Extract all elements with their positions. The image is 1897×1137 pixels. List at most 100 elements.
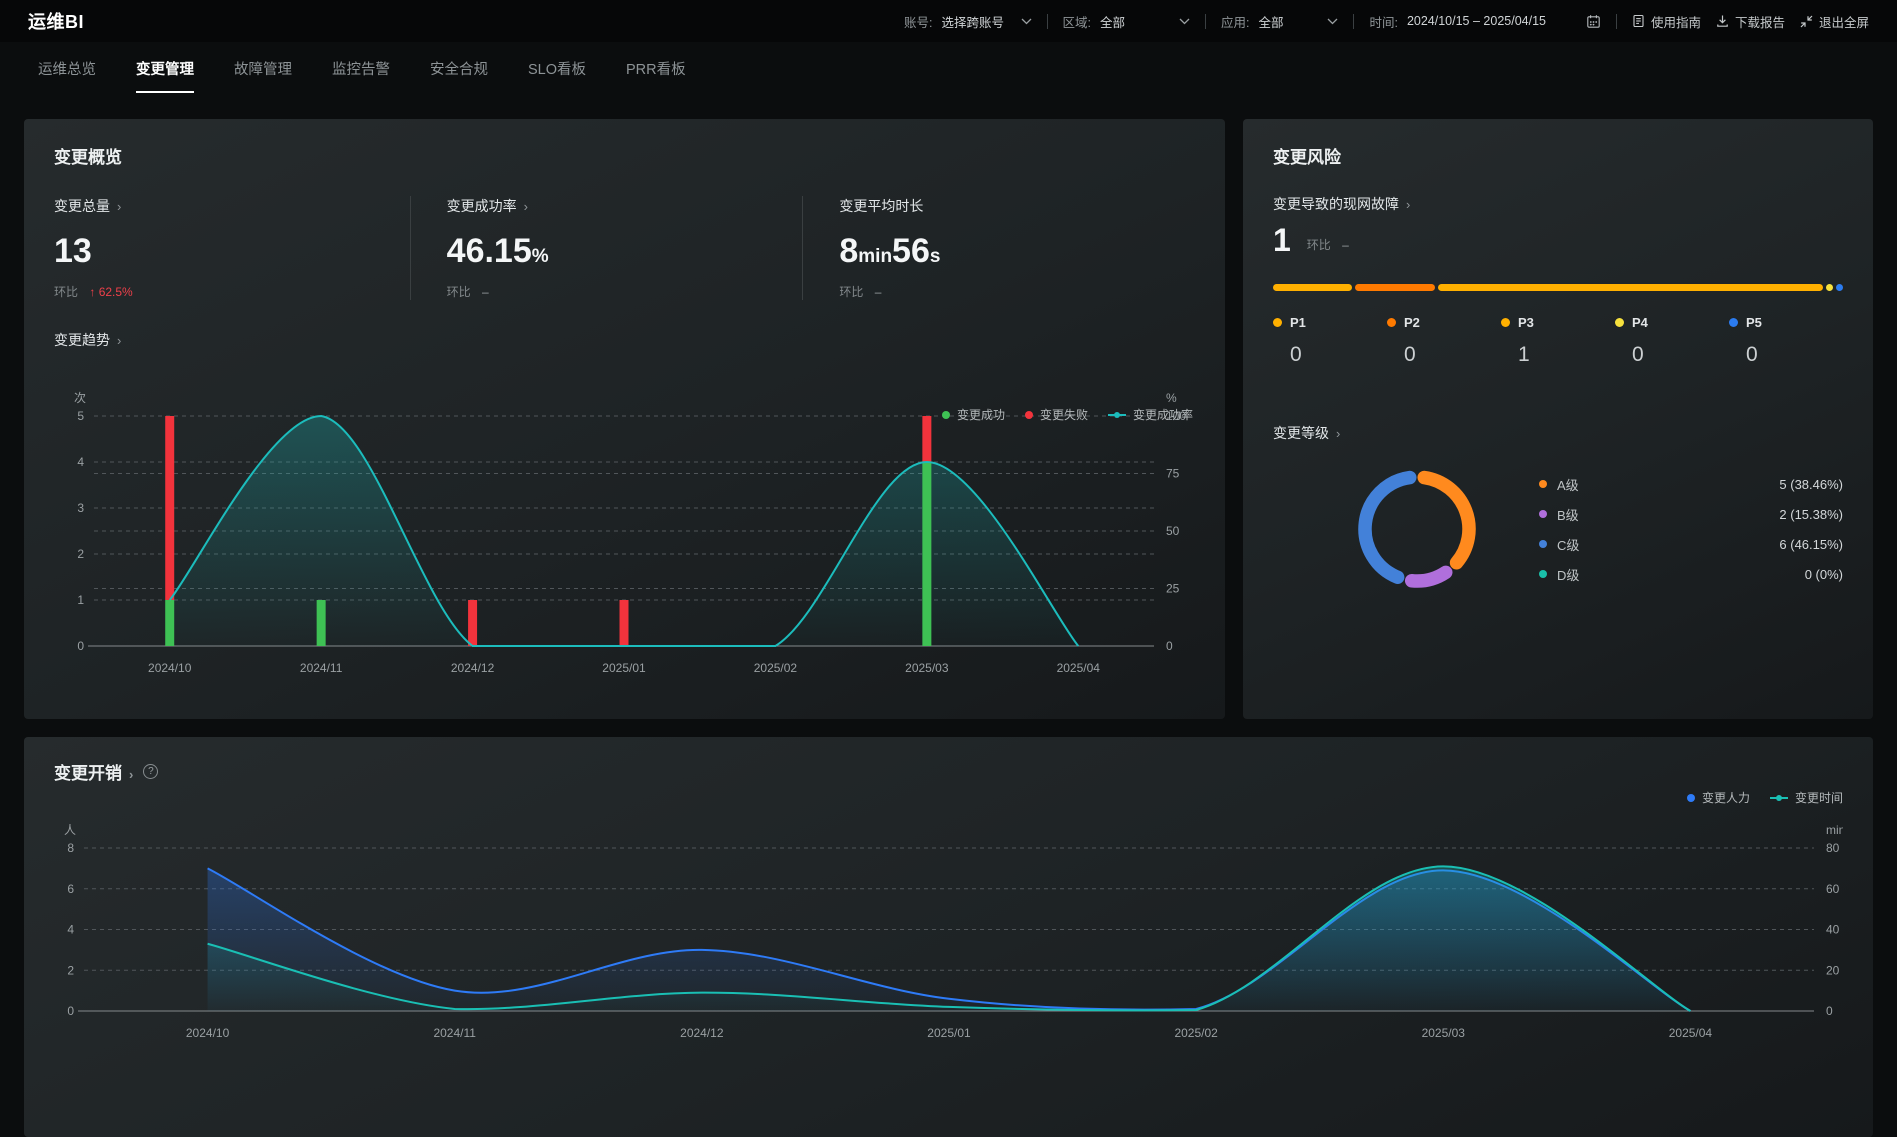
legend-line-dot: [1113, 411, 1120, 418]
metric-duration-value: 8min56s: [839, 232, 1195, 271]
metric-total-compare: 环比 ↑ 62.5%: [54, 283, 410, 300]
priority-label: P5: [1746, 315, 1762, 330]
tab-change-management[interactable]: 变更管理: [136, 58, 194, 93]
divider: [1353, 13, 1355, 29]
svg-text:2: 2: [77, 547, 84, 561]
legend-label: 变更成功: [956, 408, 1005, 422]
compare-value: –: [874, 285, 882, 299]
cost-legend: 变更人力 变更时间: [1686, 789, 1843, 806]
legend-change-failure[interactable]: 变更失败: [1024, 406, 1088, 423]
svg-text:2025/01: 2025/01: [927, 1026, 971, 1040]
legend-label: 变更人力: [1701, 791, 1750, 805]
exit-fullscreen-button[interactable]: 退出全屏: [1800, 12, 1869, 31]
svg-text:2024/12: 2024/12: [680, 1026, 724, 1040]
compare-value-up: ↑ 62.5%: [89, 285, 132, 299]
svg-text:6: 6: [67, 882, 74, 896]
calendar-icon[interactable]: [1586, 14, 1601, 29]
incident-section-link[interactable]: 变更导致的现网故障 ›: [1273, 194, 1843, 214]
trend-title: 变更趋势: [54, 332, 110, 348]
trend-chart-area: 变更成功 变更失败 变更成功率 0 1 2 3 4 5 0 25 50 75 100 次% 2024/1…: [54, 390, 1195, 682]
grade-dot: [1539, 480, 1547, 488]
grade-item-a[interactable]: A级 5 (38.46%): [1539, 475, 1843, 494]
svg-text:2025/02: 2025/02: [1174, 1026, 1218, 1040]
tab-monitoring-alerts[interactable]: 监控告警: [332, 62, 390, 78]
grade-legend: A级 5 (38.46%) B级 2 (15.38%) C级 6 (46.15%…: [1539, 475, 1843, 584]
svg-text:0: 0: [1166, 639, 1173, 653]
tab-slo-board[interactable]: SLO看板: [528, 62, 587, 78]
metric-total-label: 变更总量: [54, 198, 110, 214]
metric-total-link[interactable]: 变更总量 ›: [54, 196, 410, 216]
time-value: 2024/10/15 – 2025/04/15: [1406, 14, 1546, 28]
overview-title: 变更概览: [54, 148, 122, 167]
region-select[interactable]: 区域: 全部: [1063, 12, 1190, 31]
guide-doc-icon: [1633, 14, 1644, 28]
up-arrow-icon: ↑: [89, 285, 96, 299]
priority-dot: [1501, 318, 1510, 327]
priority-count: 0: [1404, 343, 1416, 366]
top-header: 运维BI 账号: 选择跨账号 区域: 全部 应用: 全部 时间: 2024/10…: [0, 0, 1897, 42]
cost-section-link[interactable]: 变更开销 ›: [54, 759, 133, 784]
svg-text:0: 0: [67, 1004, 74, 1018]
time-range-picker[interactable]: 时间: 2024/10/15 – 2025/04/15: [1369, 12, 1600, 31]
trend-section-link[interactable]: 变更趋势 ›: [54, 330, 1195, 350]
incident-compare: 环比 –: [1307, 236, 1349, 256]
main-tabbar: 运维总览 变更管理 故障管理 监控告警 安全合规 SLO看板 PRR看板: [0, 42, 1897, 93]
application-select[interactable]: 应用: 全部: [1221, 12, 1338, 31]
app-logo: 运维BI: [28, 12, 84, 32]
svg-text:2025/03: 2025/03: [1422, 1026, 1466, 1040]
compare-value: –: [1342, 238, 1349, 252]
download-label: 下载报告: [1734, 15, 1785, 30]
download-report-button[interactable]: 下载报告: [1716, 12, 1785, 31]
priority-dot: [1273, 318, 1282, 327]
tab-prr-board[interactable]: PRR看板: [626, 62, 686, 78]
grade-chart-area: A级 5 (38.46%) B级 2 (15.38%) C级 6 (46.15%…: [1273, 463, 1843, 595]
grade-donut[interactable]: [1351, 463, 1483, 595]
duration-unit: s: [929, 246, 941, 267]
help-icon[interactable]: ?: [143, 764, 159, 779]
legend-success-rate[interactable]: 变更成功率: [1107, 406, 1193, 423]
legend-change-time[interactable]: 变更时间: [1769, 789, 1843, 806]
legend-dot: [1686, 793, 1695, 802]
legend-change-success[interactable]: 变更成功: [941, 406, 1005, 423]
region-value: 全部: [1099, 15, 1125, 30]
tab-security-compliance[interactable]: 安全合规: [430, 62, 488, 78]
svg-text:20: 20: [1826, 963, 1840, 977]
account-label: 账号:: [904, 15, 933, 30]
cost-title: 变更开销: [54, 764, 122, 783]
grade-item-d[interactable]: D级 0 (0%): [1539, 565, 1843, 584]
tab-ops-overview[interactable]: 运维总览: [38, 62, 96, 78]
download-icon: [1717, 15, 1728, 27]
svg-text:100: 100: [1166, 409, 1186, 423]
priority-dot: [1729, 318, 1738, 327]
metric-success-link[interactable]: 变更成功率 ›: [447, 196, 803, 216]
exit-fullscreen-label: 退出全屏: [1818, 15, 1869, 30]
grade-label: A级: [1557, 477, 1579, 493]
metric-success-rate: 变更成功率 › 46.15% 环比 –: [409, 196, 803, 300]
header-controls: 账号: 选择跨账号 区域: 全部 应用: 全部 时间: 2024/10/15 –…: [904, 12, 1869, 31]
grade-section-link[interactable]: 变更等级 ›: [1273, 423, 1843, 443]
priority-item-p1: P1 0: [1273, 315, 1387, 367]
priority-label: P1: [1290, 315, 1306, 330]
svg-text:人: 人: [64, 823, 76, 837]
change-overview-panel: 变更概览 变更总量 › 13 环比 ↑ 62.5% 变更成功率 ›: [24, 119, 1225, 719]
compare-label: 环比: [54, 285, 79, 299]
chevron-right-icon: ›: [1336, 426, 1341, 441]
svg-text:3: 3: [77, 501, 84, 515]
svg-text:2024/10: 2024/10: [148, 661, 192, 675]
compare-value: –: [482, 285, 489, 299]
svg-text:4: 4: [67, 923, 74, 937]
grade-dot: [1539, 570, 1547, 578]
trend-legend: 变更成功 变更失败 变更成功率: [941, 406, 1193, 423]
grade-item-b[interactable]: B级 2 (15.38%): [1539, 505, 1843, 524]
legend-change-manpower[interactable]: 变更人力: [1686, 789, 1750, 806]
tab-incident-management[interactable]: 故障管理: [234, 62, 292, 78]
priority-item-p4: P4 0: [1615, 315, 1729, 367]
guide-button[interactable]: 使用指南: [1632, 12, 1701, 31]
grade-item-c[interactable]: C级 6 (46.15%): [1539, 535, 1843, 554]
svg-text:40: 40: [1826, 923, 1840, 937]
divider: [1204, 13, 1206, 29]
account-select[interactable]: 账号: 选择跨账号: [904, 12, 1031, 31]
legend-label: 变更失败: [1039, 408, 1088, 422]
